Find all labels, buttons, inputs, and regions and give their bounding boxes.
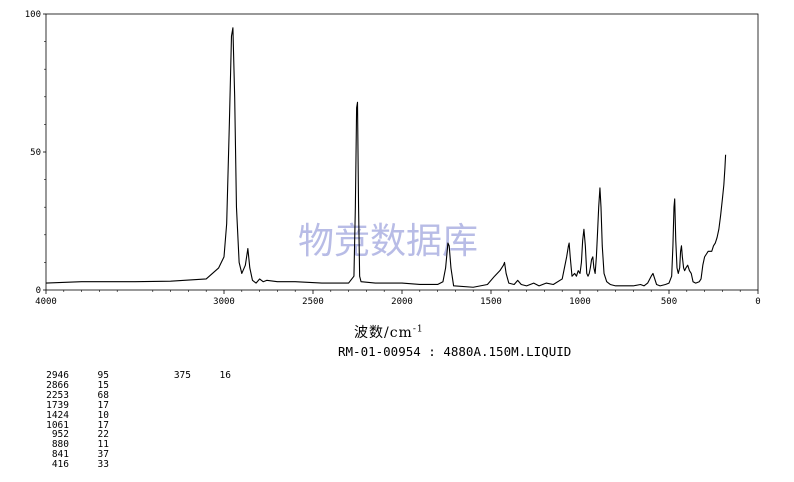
peak-row: 880 11 <box>38 440 109 450</box>
peak-row: 2253 68 <box>38 389 109 401</box>
peak-value: 17 <box>97 399 109 411</box>
peak-value: 15 <box>97 379 109 391</box>
peak-row: 1739 17 <box>38 399 109 411</box>
peak-row: 1424 10 <box>38 409 109 421</box>
peak-wavenumber: 1061 <box>46 419 69 431</box>
peak-wavenumber: 2253 <box>46 389 69 401</box>
peak-wavenumber: 952 <box>51 429 69 441</box>
y-tick-label: 50 <box>30 148 41 158</box>
peak-value: 17 <box>97 419 109 431</box>
peak-wavenumber: 2866 <box>46 379 69 391</box>
peak-value: 16 <box>219 370 231 381</box>
sample-label: RM-01-00954 : 4880A.150M.LIQUID <box>338 344 572 359</box>
x-axis-label-unit-power: -1 <box>412 324 424 335</box>
peak-value: 10 <box>97 409 109 421</box>
peak-row: 416 33 <box>38 460 109 470</box>
y-tick-label: 100 <box>25 10 41 20</box>
peak-value: 37 <box>97 449 109 461</box>
peak-value: 33 <box>97 459 109 471</box>
peak-row: 1061 17 <box>38 419 109 431</box>
peak-row: 952 22 <box>38 430 109 440</box>
peak-row: 375 16 <box>160 371 231 381</box>
x-axis: 4000 3000 2500 2000 1500 1000 500 0 <box>35 290 761 307</box>
peak-table-extra: 375 16 <box>160 371 231 381</box>
watermark: 物竞数据库 <box>298 221 478 262</box>
y-axis: 100 50 0 <box>25 10 46 296</box>
peak-wavenumber: 416 <box>51 459 69 471</box>
peak-row: 841 37 <box>38 450 109 460</box>
peak-row: 2946 95 <box>38 371 109 381</box>
y-tick-label: 0 <box>36 286 41 296</box>
x-axis-label: 波数/cm-1 <box>354 322 424 342</box>
peak-wavenumber: 880 <box>51 439 69 451</box>
series-line-0 <box>45 27 727 288</box>
x-tick-label: 1000 <box>569 297 591 307</box>
x-axis-label-text: 波数/cm <box>354 325 413 341</box>
x-tick-label: 2500 <box>302 297 324 307</box>
x-tick-label: 3000 <box>213 297 235 307</box>
peak-wavenumber: 1739 <box>46 399 69 411</box>
spectrum-series <box>45 27 727 288</box>
peak-wavenumber: 2946 <box>46 370 69 381</box>
peak-value: 68 <box>97 389 109 401</box>
x-tick-label: 4000 <box>35 297 57 307</box>
peak-wavenumber: 1424 <box>46 409 69 421</box>
peak-row: 2866 15 <box>38 381 109 391</box>
peak-wavenumber: 841 <box>51 449 69 461</box>
peak-value: 11 <box>97 439 109 451</box>
peak-value: 95 <box>97 370 109 381</box>
x-tick-label: 0 <box>755 297 760 307</box>
x-tick-label: 1500 <box>480 297 502 307</box>
peak-table: 2946 95 2866 15 2253 68 1739 17 1424 10 1061 17 952 2… <box>38 371 109 470</box>
peak-value: 22 <box>97 429 109 441</box>
x-tick-label: 2000 <box>391 297 413 307</box>
peak-wavenumber: 375 <box>173 370 191 381</box>
x-tick-label: 500 <box>661 297 677 307</box>
